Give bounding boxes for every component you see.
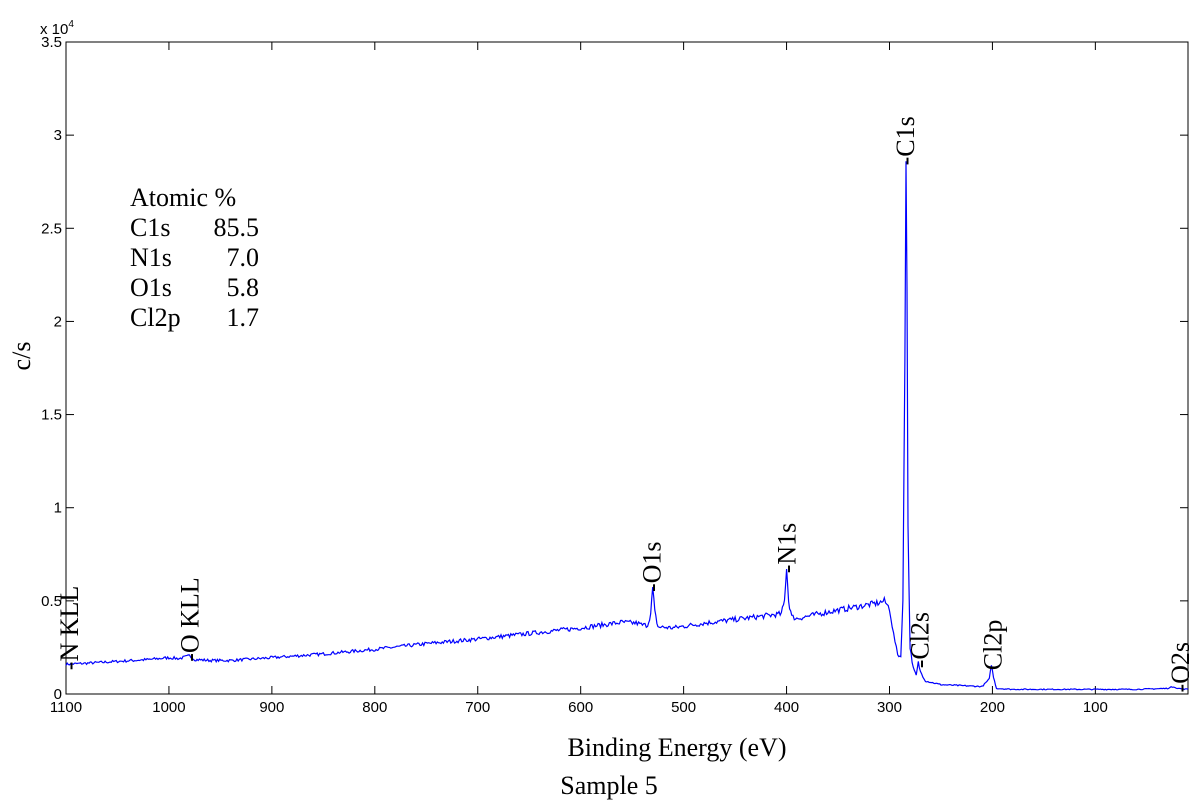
peak-label: -Cl2s: [905, 612, 934, 668]
atomic-percent-table: Atomic % C1s 85.5 N1s 7.0 O1s 5.8 Cl2p 1…: [130, 183, 259, 332]
x-axis-label: Binding Energy (eV): [567, 733, 786, 762]
peak-label: -C1s: [891, 116, 920, 165]
x-tick-label: 1100: [50, 699, 82, 716]
chart-title: Sample 5: [560, 771, 658, 800]
peak-label: -O1s: [638, 541, 667, 592]
y-tick-label: 0.5: [41, 593, 62, 610]
y-exponent-label: x 104: [40, 19, 74, 38]
x-tick-label: 700: [465, 699, 490, 716]
table-row-value: 5.8: [227, 273, 260, 302]
x-tick-label: 1000: [152, 699, 185, 716]
table-row-label: C1s: [130, 213, 170, 242]
y-tick-label: 1.5: [41, 407, 62, 424]
plot-area: [65, 41, 1189, 695]
x-tick-label: 900: [259, 699, 284, 716]
x-tick-label: 400: [774, 699, 799, 716]
y-tick-label: 0: [54, 686, 62, 703]
x-tick-label: 100: [1083, 699, 1108, 716]
x-tick-label: 600: [568, 699, 593, 716]
y-tick-label: 2.5: [41, 220, 62, 237]
peak-label: -N KLL: [55, 586, 84, 670]
x-tick-label: 200: [980, 699, 1005, 716]
peak-label: -O2s: [1166, 642, 1189, 693]
x-tick-label: 300: [877, 699, 902, 716]
peak-annotations: -C1s -N1s -O1s -O KLL -N KLL -Cl2s Cl2p -O2s: [55, 116, 1189, 692]
table-row-label: Cl2p: [130, 303, 181, 332]
table-row-label: O1s: [130, 273, 172, 302]
y-tick-label: 1: [54, 500, 62, 517]
table-header: Atomic %: [130, 183, 236, 212]
table-row-value: 7.0: [227, 243, 260, 272]
y-axis-label: c/s: [7, 342, 36, 371]
table-row-value: 1.7: [227, 303, 260, 332]
axis-tick-labels: 1100 1000 900 800 700 600 500 400 300 200 10000.51…: [41, 34, 1108, 716]
peak-label: -N1s: [773, 523, 802, 574]
axis-ticks: [65, 41, 1188, 695]
peak-label: Cl2p: [978, 620, 1007, 671]
table-row-value: 85.5: [214, 213, 260, 242]
y-tick-label: 3.5: [41, 34, 62, 51]
y-tick-label: 2: [54, 313, 62, 330]
x-tick-label: 500: [671, 699, 696, 716]
peak-label: -O KLL: [176, 577, 205, 661]
spectrum-line: [65, 161, 1189, 691]
table-row-label: N1s: [130, 243, 172, 272]
y-tick-label: 3: [54, 127, 62, 144]
x-tick-label: 800: [362, 699, 387, 716]
